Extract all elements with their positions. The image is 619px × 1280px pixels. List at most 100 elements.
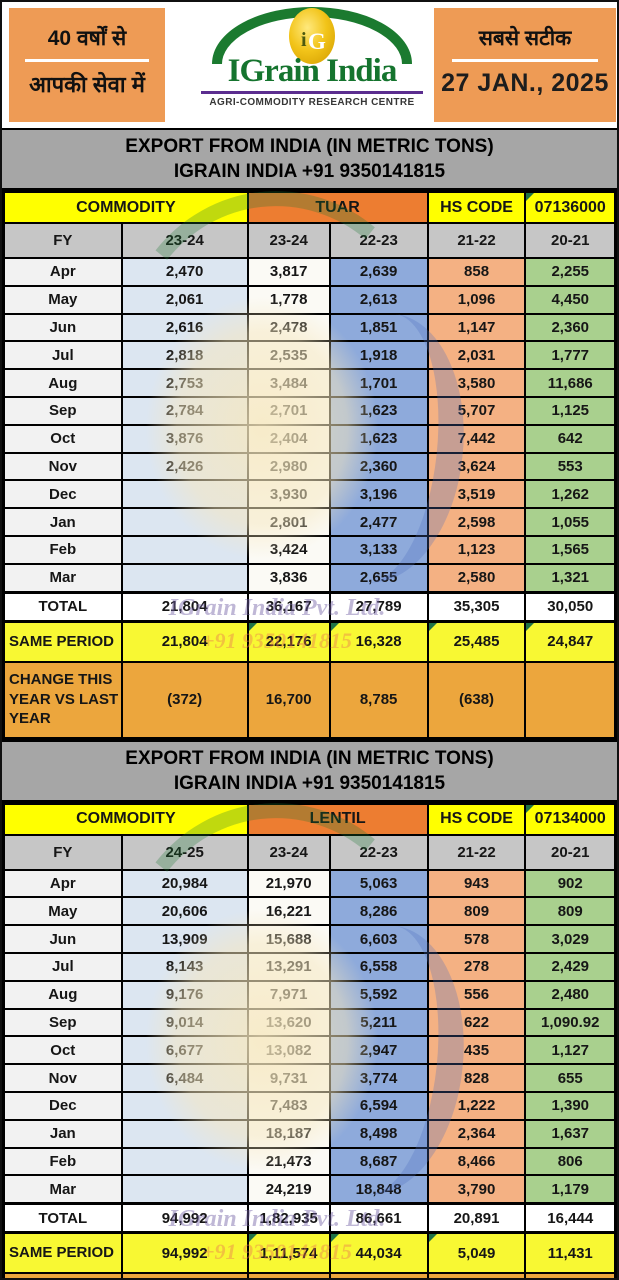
value-cell: 6,603 — [328, 924, 429, 954]
table-title-line1: EXPORT FROM INDIA (IN METRIC TONS) — [125, 136, 494, 157]
value-cell: 2,404 — [246, 423, 331, 454]
brand-name: IGrain India — [227, 53, 398, 89]
month-row: Jan 18,187 8,498 2,364 1,637 — [2, 1118, 617, 1149]
table-title-line1: EXPORT FROM INDIA (IN METRIC TONS) — [125, 747, 494, 769]
value-cell: 1,090.92 — [524, 1007, 617, 1038]
header: 40 वर्षों से आपकी सेवा में i G IGrain In… — [2, 2, 617, 128]
value-cell: 3,876 — [120, 423, 249, 454]
total-value: 35,305 — [426, 590, 527, 623]
value-cell: 5,211 — [328, 1007, 429, 1038]
value-cell: 2,255 — [524, 257, 617, 287]
value-cell: 2,360 — [328, 451, 429, 482]
value-cell: 8,687 — [328, 1146, 429, 1177]
value-cell: 2,364 — [426, 1118, 527, 1149]
month-row: Jul 8,143 13,291 6,558 278 2,429 — [2, 951, 617, 982]
month-row: Oct 3,876 2,404 1,623 7,442 642 — [2, 423, 617, 454]
same-period-value: 25,485 — [426, 620, 527, 663]
month-label: May — [2, 284, 123, 315]
value-cell: 5,707 — [426, 395, 527, 426]
month-row: Aug 9,176 7,971 5,592 556 2,480 — [2, 979, 617, 1010]
total-value: 16,444 — [524, 1202, 617, 1235]
change-value: 60,615 — [246, 1272, 331, 1278]
value-cell: 1,851 — [328, 312, 429, 343]
value-cell: 1,623 — [328, 423, 429, 454]
month-row: Jun 13,909 15,688 6,603 578 3,029 — [2, 924, 617, 954]
data-grid: COMMODITY TUAR HS CODE 07136000 FY 23-24… — [2, 190, 617, 740]
value-cell: 2,426 — [120, 451, 249, 482]
same-period-value: 1,11,574 — [246, 1231, 331, 1275]
value-cell — [120, 479, 249, 510]
value-cell: 13,909 — [120, 924, 249, 954]
value-cell — [120, 507, 249, 537]
same-period-row: SAME PERIOD 21,804 22,176 16,328 25,485 24,8… — [2, 620, 617, 663]
value-cell: 2,598 — [426, 507, 527, 537]
value-cell — [120, 1118, 249, 1149]
value-cell: 809 — [426, 896, 527, 927]
value-cell: 278 — [426, 951, 527, 982]
total-label: TOTAL — [2, 1202, 123, 1235]
month-label: Sep — [2, 395, 123, 426]
year-header: 23-24 — [246, 222, 331, 259]
value-cell: 435 — [426, 1035, 527, 1066]
change-value: (16,582) — [120, 1272, 249, 1278]
value-cell: 2,535 — [246, 340, 331, 371]
export-table-tuar: EXPORT FROM INDIA (IN METRIC TONS) IGRAI… — [2, 128, 617, 740]
value-cell: 3,519 — [426, 479, 527, 510]
value-cell: 24,219 — [246, 1174, 331, 1205]
month-label: Jun — [2, 312, 123, 343]
month-row: Apr 20,984 21,970 5,063 943 902 — [2, 868, 617, 899]
change-row: CHANGE THIS YEAR VS LAST YEAR (372) 16,70… — [2, 660, 617, 740]
same-period-label: SAME PERIOD — [2, 1231, 123, 1275]
value-cell: 3,774 — [328, 1063, 429, 1093]
month-row: May 20,606 16,221 8,286 809 809 — [2, 896, 617, 927]
value-cell: 806 — [524, 1146, 617, 1177]
total-value: 27,789 — [328, 590, 429, 623]
year-header: 21-22 — [426, 833, 527, 871]
value-cell — [120, 562, 249, 594]
value-cell: 7,442 — [426, 423, 527, 454]
value-cell: 7,483 — [246, 1090, 331, 1121]
value-cell: 13,620 — [246, 1007, 331, 1038]
month-row: Nov 2,426 2,980 2,360 3,624 553 — [2, 451, 617, 482]
total-label: TOTAL — [2, 590, 123, 623]
month-row: Nov 6,484 9,731 3,774 828 655 — [2, 1063, 617, 1093]
table-title-band: EXPORT FROM INDIA (IN METRIC TONS) IGRAI… — [2, 739, 617, 802]
value-cell: 1,123 — [426, 534, 527, 565]
month-row: Jan 2,801 2,477 2,598 1,055 — [2, 507, 617, 537]
month-row: Jun 2,616 2,478 1,851 1,147 2,360 — [2, 312, 617, 343]
brand-tagline: AGRI-COMMODITY RESEARCH CENTRE — [209, 97, 415, 108]
same-period-label: SAME PERIOD — [2, 620, 123, 663]
commodity-label: COMMODITY — [2, 802, 249, 836]
commodity-row: COMMODITY LENTIL HS CODE 07134000 — [2, 802, 617, 836]
change-value: 6,381 — [426, 1272, 527, 1278]
value-cell: 1,701 — [328, 368, 429, 398]
value-cell — [120, 534, 249, 565]
month-row: Mar 3,836 2,655 2,580 1,321 — [2, 562, 617, 594]
month-label: Jul — [2, 951, 123, 982]
value-cell: 6,677 — [120, 1035, 249, 1066]
value-cell: 2,613 — [328, 284, 429, 315]
value-cell: 15,688 — [246, 924, 331, 954]
total-row: TOTAL 21,804 36,167 27,789 35,305 30,050 — [2, 590, 617, 623]
left-badge-line1: 40 वर्षों से — [47, 27, 127, 50]
brand-underline — [200, 91, 424, 94]
value-cell: 2,784 — [120, 395, 249, 426]
value-cell: 2,639 — [328, 257, 429, 287]
value-cell: 21,970 — [246, 868, 331, 899]
value-cell: 8,466 — [426, 1146, 527, 1177]
same-period-value: 5,049 — [426, 1231, 527, 1275]
value-cell: 16,221 — [246, 896, 331, 927]
value-cell: 13,291 — [246, 951, 331, 982]
value-cell: 1,321 — [524, 562, 617, 594]
value-cell: 1,222 — [426, 1090, 527, 1121]
commodity-value: LENTIL — [246, 802, 429, 836]
value-cell: 1,147 — [426, 312, 527, 343]
left-badge: 40 वर्षों से आपकी सेवा में — [9, 8, 165, 122]
value-cell: 3,029 — [524, 924, 617, 954]
table-title-line2: IGRAIN INDIA +91 9350141815 — [173, 772, 446, 794]
change-value: (638) — [426, 660, 527, 740]
month-row: Dec 3,930 3,196 3,519 1,262 — [2, 479, 617, 510]
same-period-value: 24,847 — [524, 620, 617, 663]
value-cell: 8,286 — [328, 896, 429, 927]
